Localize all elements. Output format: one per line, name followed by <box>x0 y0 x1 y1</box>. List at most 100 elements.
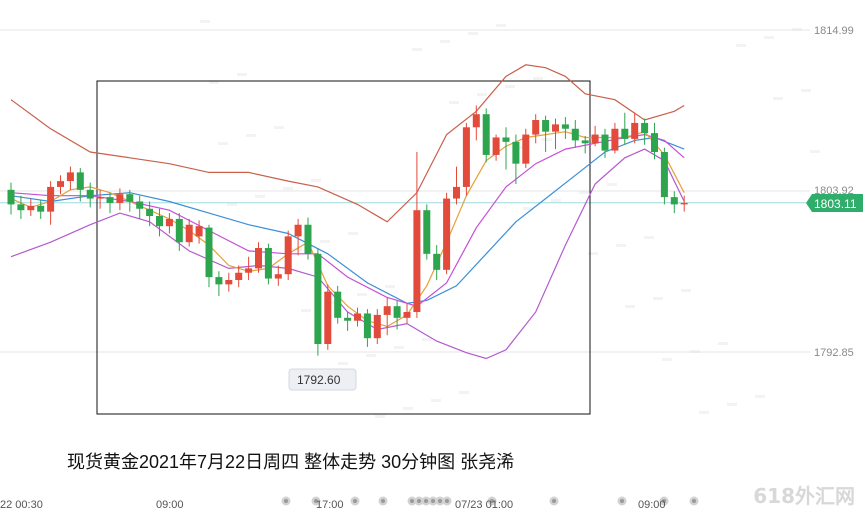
price-scale-label-bottom: 1792.85 <box>814 347 854 359</box>
candle-18 <box>185 218 193 247</box>
candle-body <box>284 236 292 275</box>
bg-block <box>338 362 348 365</box>
bg-block <box>644 236 654 239</box>
bg-block <box>283 187 293 190</box>
candle-61 <box>611 122 619 154</box>
candle-34 <box>344 312 352 331</box>
bg-block <box>542 138 552 141</box>
candle-20 <box>205 224 213 288</box>
candle-22 <box>225 272 233 292</box>
candle-body <box>403 312 411 318</box>
candle-body <box>314 253 322 345</box>
axis-dot-core-0 <box>284 499 288 503</box>
candle-body <box>413 210 421 313</box>
candle-42 <box>423 204 431 260</box>
bg-block <box>255 195 265 198</box>
candle-body <box>205 227 213 278</box>
bg-block <box>394 346 404 349</box>
candle-body <box>324 291 332 345</box>
time-label-1: 22 00:30 <box>0 499 43 511</box>
candle-body <box>7 189 15 205</box>
candle-23 <box>235 265 243 288</box>
ma-mid-line <box>10 133 685 307</box>
candle-body <box>195 226 203 237</box>
candle-body <box>86 189 94 199</box>
candle-8 <box>86 182 94 208</box>
bg-block <box>274 126 284 129</box>
candle-body <box>27 205 35 211</box>
bg-block <box>533 77 543 80</box>
bg-block <box>246 134 256 137</box>
candle-body <box>57 181 64 187</box>
axis-dot-core-8 <box>438 499 442 503</box>
candle-body <box>373 314 381 339</box>
bg-block <box>681 289 691 292</box>
current-price-label: 1803.11 <box>814 197 857 211</box>
highlight-box <box>96 80 591 415</box>
time-label-5: 09:00 <box>638 499 666 511</box>
bg-block <box>348 232 358 235</box>
candle-body <box>344 317 352 321</box>
candle-body <box>185 224 193 243</box>
bg-block <box>449 101 459 104</box>
candle-body <box>66 172 74 182</box>
bg-block <box>588 252 598 255</box>
candle-7 <box>76 168 84 202</box>
candle-body <box>175 218 183 243</box>
candle-13 <box>136 195 144 219</box>
candle-63 <box>631 112 639 144</box>
time-label-4: 07/23 01:00 <box>455 499 513 511</box>
grid-lines <box>0 29 810 353</box>
candle-body <box>532 120 540 135</box>
candle-body <box>423 210 431 254</box>
candle-67 <box>670 191 678 214</box>
candle-body <box>334 291 342 318</box>
candle-body <box>96 197 104 199</box>
candle-body <box>581 140 589 144</box>
candle-body <box>245 268 253 273</box>
candle-body <box>482 114 490 155</box>
bg-block <box>505 85 515 88</box>
axis-dot-core-6 <box>424 499 428 503</box>
candle-24 <box>245 256 253 281</box>
current-price-tag: 1803.11 <box>806 194 863 212</box>
candle-body <box>17 204 25 211</box>
candle-body <box>126 194 134 202</box>
candle-66 <box>660 147 668 205</box>
candle-body <box>522 134 530 164</box>
bg-block <box>773 97 783 100</box>
candle-60 <box>601 128 609 158</box>
candle-1 <box>17 195 25 219</box>
bg-block <box>320 240 330 243</box>
bg-block <box>625 305 635 308</box>
candle-body <box>165 218 173 227</box>
axis-dot-core-5 <box>417 499 421 503</box>
candle-body <box>225 280 233 285</box>
candle-46 <box>462 122 470 196</box>
price-scale-label-top: 1814.99 <box>814 25 854 37</box>
candle-body <box>106 197 114 203</box>
background-pattern <box>200 20 820 418</box>
bg-block <box>403 407 413 410</box>
candle-6 <box>66 166 74 190</box>
chart-caption: 现货黄金2021年7月22日周四 整体走势 30分钟图 张尧浠 <box>67 452 515 472</box>
bg-block <box>292 248 302 251</box>
candle-body <box>453 186 460 199</box>
candle-body <box>304 224 312 254</box>
bg-block <box>810 150 820 153</box>
time-label-2: 09:00 <box>156 499 184 511</box>
candle-45 <box>453 166 460 205</box>
candle-body <box>274 274 282 279</box>
candle-body <box>215 277 223 285</box>
candle-26 <box>264 243 272 285</box>
candle-body <box>116 194 124 203</box>
axis-dots <box>281 496 699 506</box>
bg-block <box>227 203 237 206</box>
candle-31 <box>314 248 322 356</box>
candle-30 <box>304 217 312 260</box>
ma-slow-line <box>10 136 685 304</box>
candle-11 <box>116 188 124 211</box>
candle-body <box>255 248 262 269</box>
candle-29 <box>294 218 302 256</box>
